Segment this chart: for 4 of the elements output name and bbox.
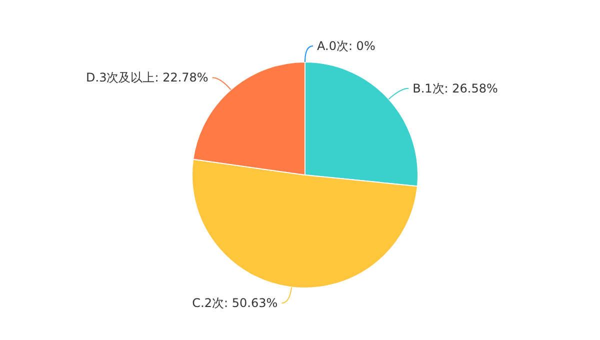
slice-label: C.2次: 50.63% xyxy=(192,296,278,310)
slice-label: D.3次及以上: 22.78% xyxy=(86,70,208,85)
legend-label: A.0次: 0% xyxy=(317,39,376,53)
slice-label: B.1次: 26.58% xyxy=(412,81,498,96)
